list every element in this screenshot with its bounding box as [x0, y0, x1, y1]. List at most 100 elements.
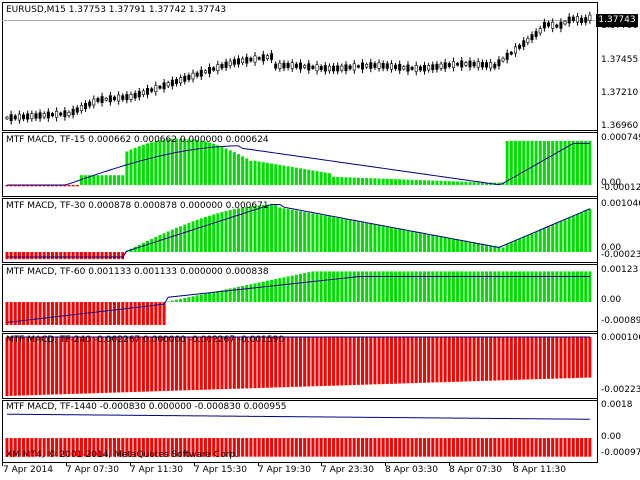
histogram-bar: [456, 239, 460, 252]
price-candle: [245, 56, 249, 64]
price-candle: [427, 65, 431, 71]
histogram-bar: [75, 185, 79, 187]
histogram-bar: [464, 438, 468, 457]
histogram-bar: [228, 438, 232, 457]
histogram-bar: [435, 235, 439, 252]
histogram-bar: [84, 175, 88, 185]
histogram-bar: [394, 228, 398, 252]
histogram-bar: [472, 242, 476, 252]
histogram-bar: [547, 438, 551, 457]
histogram-bar: [447, 337, 451, 382]
histogram-bar: [356, 221, 360, 252]
histogram-bar: [431, 438, 435, 457]
price-candle: [249, 57, 253, 62]
histogram-bar: [42, 337, 46, 395]
histogram-bar: [216, 337, 220, 390]
histogram-bar: [497, 438, 501, 457]
histogram-bar: [439, 180, 443, 185]
price-candle: [534, 31, 538, 37]
histogram-bar: [38, 438, 42, 457]
histogram-bar: [265, 438, 269, 457]
histogram-bar: [522, 438, 526, 457]
price-candle: [79, 105, 83, 111]
histogram-bar: [480, 271, 484, 302]
price-candle: [117, 94, 121, 102]
price-candle: [571, 16, 575, 21]
histogram-bar: [270, 438, 274, 457]
histogram-bar: [208, 438, 212, 457]
histogram-bar: [456, 337, 460, 382]
histogram-bar: [282, 438, 286, 457]
histogram-bar: [534, 337, 538, 380]
histogram-bar: [356, 271, 360, 302]
histogram-bar: [79, 252, 83, 260]
indicator-tick: 0.00: [601, 295, 622, 305]
price-candle: [402, 66, 406, 70]
histogram-bar: [542, 337, 546, 379]
price-candle: [538, 28, 542, 34]
histogram-bar: [299, 211, 302, 252]
histogram-bar: [75, 337, 79, 394]
histogram-bar: [232, 152, 236, 185]
price-candle: [522, 40, 526, 47]
histogram-bar: [352, 220, 356, 252]
histogram-bar: [485, 244, 489, 252]
histogram-bar: [307, 272, 311, 302]
price-candle: [154, 85, 158, 93]
histogram-bar: [501, 438, 505, 457]
histogram-bar: [315, 171, 319, 185]
price-candle: [92, 98, 96, 106]
histogram-bar: [274, 279, 278, 302]
indicator-tick: 0.00: [601, 243, 622, 253]
histogram-bar: [427, 438, 431, 457]
histogram-bar: [464, 271, 468, 302]
histogram-bar: [332, 217, 336, 252]
histogram-bar: [174, 138, 178, 185]
histogram-bar: [493, 245, 497, 252]
histogram-bar: [294, 438, 298, 457]
histogram-bar: [92, 252, 96, 260]
histogram-bar: [38, 337, 42, 395]
current-price-label: 1.37743: [596, 14, 638, 27]
time-tick: 8 Apr 11:30: [513, 465, 566, 475]
histogram-bar: [480, 438, 484, 457]
price-candle: [199, 69, 203, 77]
histogram-bar: [224, 211, 228, 252]
histogram-bar: [311, 271, 315, 302]
histogram-bar: [232, 287, 236, 302]
price-candle: [348, 65, 352, 70]
histogram-bar: [170, 300, 174, 302]
histogram-bar: [476, 337, 480, 382]
histogram-bar: [274, 438, 278, 457]
histogram-bar: [112, 175, 116, 185]
histogram-bar: [435, 180, 439, 185]
histogram-bar: [187, 297, 191, 302]
histogram-bar: [555, 222, 559, 252]
indicator-title: MTF MACD, TF-30 0.000878 0.000878 0.0000…: [6, 201, 269, 211]
histogram-bar: [332, 176, 336, 185]
histogram-bar: [538, 140, 542, 185]
histogram-bar: [290, 166, 294, 185]
histogram-bar: [104, 175, 108, 185]
histogram-bar: [236, 337, 240, 389]
histogram-bar: [100, 438, 104, 457]
histogram-bar: [327, 271, 331, 302]
histogram-bar: [398, 228, 402, 252]
histogram-bar: [55, 252, 59, 260]
histogram-bar: [542, 228, 546, 252]
histogram-bar: [414, 231, 418, 252]
price-candle: [480, 61, 484, 68]
histogram-bar: [270, 163, 274, 185]
price-candle: [55, 110, 59, 118]
price-candle: [460, 60, 464, 68]
histogram-bar: [216, 145, 220, 185]
price-candle: [150, 88, 154, 92]
price-candle: [100, 96, 104, 104]
price-candle: [356, 65, 360, 68]
histogram-bar: [13, 302, 17, 325]
histogram-bar: [439, 236, 443, 252]
histogram-bar: [410, 271, 414, 302]
histogram-bar: [174, 438, 178, 457]
